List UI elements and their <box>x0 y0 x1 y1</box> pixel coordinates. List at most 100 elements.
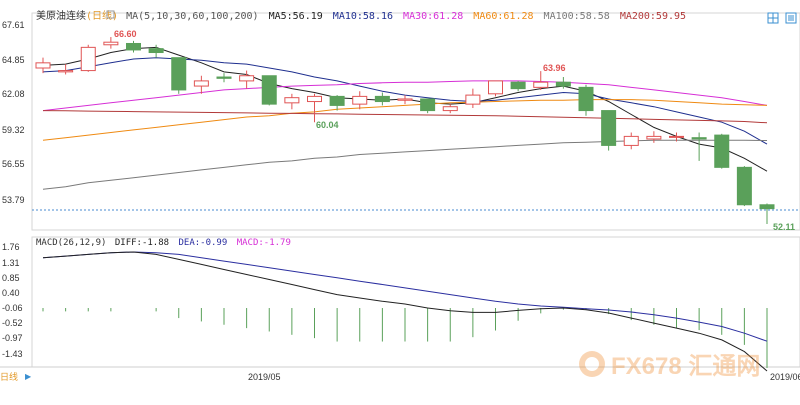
candle[interactable] <box>759 203 775 224</box>
price-panel-frame <box>31 12 800 231</box>
candle[interactable] <box>442 104 458 114</box>
candle-body <box>374 95 390 103</box>
ma30-line <box>42 80 768 112</box>
ma-params-label: MA(5,10,30,60,100,200) <box>126 11 258 22</box>
candle[interactable] <box>736 166 752 207</box>
ma60-value: MA60:61.28 <box>473 11 533 22</box>
price-tick-1: 64.85 <box>2 55 25 65</box>
xaxis-label-1: 2019/06 <box>770 372 800 382</box>
candles <box>35 37 775 224</box>
candle[interactable] <box>80 44 96 72</box>
candle[interactable] <box>171 57 187 94</box>
candle[interactable] <box>623 132 639 150</box>
candle[interactable] <box>578 84 594 116</box>
candle[interactable] <box>465 88 481 108</box>
symbol-label: 美原油连续 <box>36 9 86 22</box>
candle[interactable] <box>533 71 549 90</box>
macd-tick-7: -1.43 <box>2 349 23 359</box>
candle-body <box>148 48 164 54</box>
candle-body <box>420 98 436 112</box>
candle[interactable] <box>714 133 730 169</box>
macd-header: MACD(26,12,9) DIFF:-1.88 DEA:-0.99 MACD:… <box>36 238 291 248</box>
candle[interactable] <box>691 132 707 161</box>
grid-icon[interactable] <box>767 12 779 24</box>
candle[interactable] <box>35 57 51 74</box>
candle-body <box>126 42 141 51</box>
macd-dea-line <box>42 251 768 342</box>
candle[interactable] <box>601 110 617 151</box>
candle[interactable] <box>329 95 345 111</box>
macd-histogram <box>42 308 768 369</box>
candle-body <box>465 94 481 105</box>
candle-body <box>714 134 730 168</box>
candle-body <box>555 81 571 87</box>
price-tick-2: 62.08 <box>2 89 25 99</box>
candle-body <box>669 135 684 138</box>
candle-body <box>261 75 277 105</box>
candle-body <box>352 95 368 105</box>
high2-label: 63.96 <box>543 63 566 73</box>
xaxis: 日线 ▶ 2019/05 2019/06 <box>0 371 800 382</box>
price-axis: 67.61 64.85 62.08 59.32 56.55 53.79 <box>2 20 25 205</box>
watermark-logo-icon <box>579 351 605 377</box>
candle-body <box>216 76 232 79</box>
candle[interactable] <box>216 73 232 83</box>
high-label: 66.60 <box>114 29 137 39</box>
candle[interactable] <box>284 93 300 110</box>
candle-body <box>397 98 413 101</box>
candle[interactable] <box>126 40 141 53</box>
watermark-text: FX678 汇通网 <box>611 353 760 380</box>
macd-diff-line <box>42 251 768 372</box>
header-line: 美原油连续(日线) MA(5,10,30,60,100,200) MA5:56.… <box>36 9 686 22</box>
price-tick-0: 67.61 <box>2 20 25 30</box>
macd-tick-6: -0.97 <box>2 333 23 343</box>
ma10-value: MA10:58.16 <box>333 11 393 22</box>
candle[interactable] <box>510 80 526 92</box>
candle-body <box>510 81 526 90</box>
candle[interactable] <box>555 77 571 89</box>
watermark-logo-inner <box>585 357 599 371</box>
candle-body <box>80 46 96 72</box>
candle-body <box>533 81 549 88</box>
candle[interactable] <box>261 75 277 106</box>
candle[interactable] <box>352 91 368 110</box>
candle-body <box>103 41 119 46</box>
candle[interactable] <box>148 44 164 58</box>
macd-tick-5: -0.52 <box>2 318 23 328</box>
candle[interactable] <box>193 75 209 94</box>
price-tick-3: 59.32 <box>2 125 25 135</box>
candle[interactable] <box>420 98 436 114</box>
candle[interactable] <box>397 95 413 105</box>
candle-body <box>601 110 617 146</box>
ma5-value: MA5:56.19 <box>269 11 323 22</box>
candle[interactable] <box>669 132 684 142</box>
candle[interactable] <box>488 80 503 97</box>
macd-tick-3: 0.40 <box>2 288 20 298</box>
candle[interactable] <box>646 131 662 143</box>
candle-body <box>239 75 255 82</box>
toolbar <box>767 12 797 24</box>
candle[interactable] <box>103 37 119 49</box>
candle-body <box>736 166 752 206</box>
period-tab-arrow-icon[interactable]: ▶ <box>25 372 32 381</box>
candle[interactable] <box>58 64 74 75</box>
ma5-line <box>42 46 768 172</box>
period-tab[interactable]: 日线 <box>0 371 18 382</box>
macd-panel-frame <box>31 236 800 368</box>
candle-body <box>691 137 707 140</box>
candle[interactable] <box>374 92 390 106</box>
price-tick-4: 56.55 <box>2 159 25 169</box>
price-tick-5: 53.79 <box>2 195 25 205</box>
candle-body <box>193 80 209 87</box>
macd-tick-1: 1.31 <box>2 258 20 268</box>
candle[interactable] <box>307 93 322 123</box>
macd-lines <box>42 251 768 372</box>
settings-icon[interactable] <box>785 12 797 24</box>
candle[interactable] <box>239 70 255 89</box>
xaxis-label-0: 2019/05 <box>248 372 281 382</box>
candle-body <box>646 135 662 140</box>
ma-toggle-checkbox[interactable] <box>106 10 115 19</box>
macd-dea-value: DEA:-0.99 <box>178 238 227 248</box>
